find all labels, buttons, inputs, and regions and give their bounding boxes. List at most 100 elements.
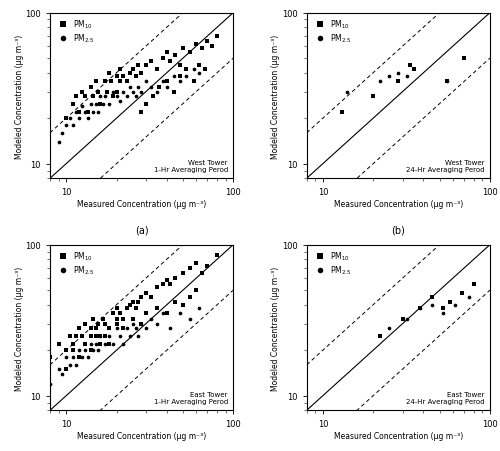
Point [89, 109, 97, 116]
Point [146, 58, 154, 65]
Point [404, 316, 411, 323]
Legend: PM$_{10}$, PM$_{2.5}$: PM$_{10}$, PM$_{2.5}$ [54, 249, 96, 278]
Point [81, 341, 89, 348]
Point [438, 310, 446, 318]
Point [128, 298, 136, 305]
Point [100, 320, 108, 327]
Point [190, 78, 198, 86]
Point [208, 43, 216, 51]
Point [76, 347, 84, 354]
Point [137, 70, 145, 77]
Point [81, 93, 89, 101]
Point [54, 366, 62, 373]
Point [176, 310, 184, 318]
Point [94, 109, 102, 116]
Point [92, 325, 100, 332]
Point [134, 62, 142, 69]
Point [62, 122, 70, 129]
Point [376, 78, 384, 86]
Point [465, 294, 473, 301]
Point [442, 78, 450, 86]
Point [398, 316, 406, 323]
Point [76, 115, 84, 123]
Point [159, 310, 167, 318]
Point [194, 305, 202, 312]
Point [69, 341, 77, 348]
Point [198, 270, 206, 277]
Point [452, 301, 460, 308]
Point [159, 55, 167, 63]
Point [112, 325, 120, 332]
Point [428, 301, 436, 308]
Point [92, 78, 100, 86]
Point [159, 78, 167, 86]
Point [66, 115, 74, 123]
Point [105, 332, 113, 340]
Point [109, 310, 117, 318]
Point [54, 138, 62, 146]
Point [137, 294, 145, 301]
X-axis label: Measured Concentration (μg m⁻³): Measured Concentration (μg m⁻³) [334, 431, 463, 440]
Point [96, 332, 104, 340]
Point [186, 265, 194, 272]
Y-axis label: Modeled Concentration (μg m⁻³): Modeled Concentration (μg m⁻³) [272, 266, 280, 390]
Point [182, 67, 190, 74]
Point [46, 354, 54, 361]
Point [132, 93, 140, 101]
Point [386, 73, 394, 80]
Point [78, 103, 86, 110]
Point [163, 84, 171, 92]
Point [120, 341, 128, 348]
Point [134, 332, 142, 340]
Point [78, 354, 86, 361]
Point [112, 73, 120, 80]
Point [105, 325, 113, 332]
Point [116, 98, 124, 106]
Point [153, 305, 161, 312]
Point [105, 70, 113, 77]
Point [394, 70, 402, 77]
Point [338, 109, 346, 116]
Point [69, 347, 77, 354]
Point [66, 361, 74, 368]
Point [155, 84, 163, 92]
Point [89, 316, 97, 323]
Point [166, 281, 174, 288]
Y-axis label: Modeled Concentration (μg m⁻³): Modeled Concentration (μg m⁻³) [15, 266, 24, 390]
Point [344, 89, 351, 96]
Point [446, 298, 454, 305]
Point [460, 55, 468, 63]
Point [94, 320, 102, 327]
Point [100, 341, 108, 348]
Legend: PM$_{10}$, PM$_{2.5}$: PM$_{10}$, PM$_{2.5}$ [310, 17, 352, 46]
Point [204, 263, 212, 270]
Point [172, 275, 179, 282]
Point [132, 73, 140, 80]
Point [76, 354, 84, 361]
Point [69, 122, 77, 129]
Point [62, 366, 70, 373]
Point [81, 320, 89, 327]
Point [100, 78, 108, 86]
Point [163, 310, 171, 318]
Point [163, 78, 171, 86]
Point [62, 115, 70, 123]
Point [116, 310, 124, 318]
Point [72, 93, 80, 101]
Point [376, 332, 384, 340]
Point [192, 41, 200, 48]
Point [120, 73, 128, 80]
Point [128, 320, 136, 327]
Point [442, 78, 450, 86]
Point [112, 316, 120, 323]
Point [186, 49, 194, 56]
Point [109, 341, 117, 348]
X-axis label: Measured Concentration (μg m⁻³): Measured Concentration (μg m⁻³) [334, 200, 463, 209]
Point [84, 354, 92, 361]
Point [179, 46, 187, 53]
Point [92, 332, 100, 340]
Point [132, 325, 140, 332]
Point [81, 109, 89, 116]
Point [172, 298, 179, 305]
Point [100, 332, 108, 340]
